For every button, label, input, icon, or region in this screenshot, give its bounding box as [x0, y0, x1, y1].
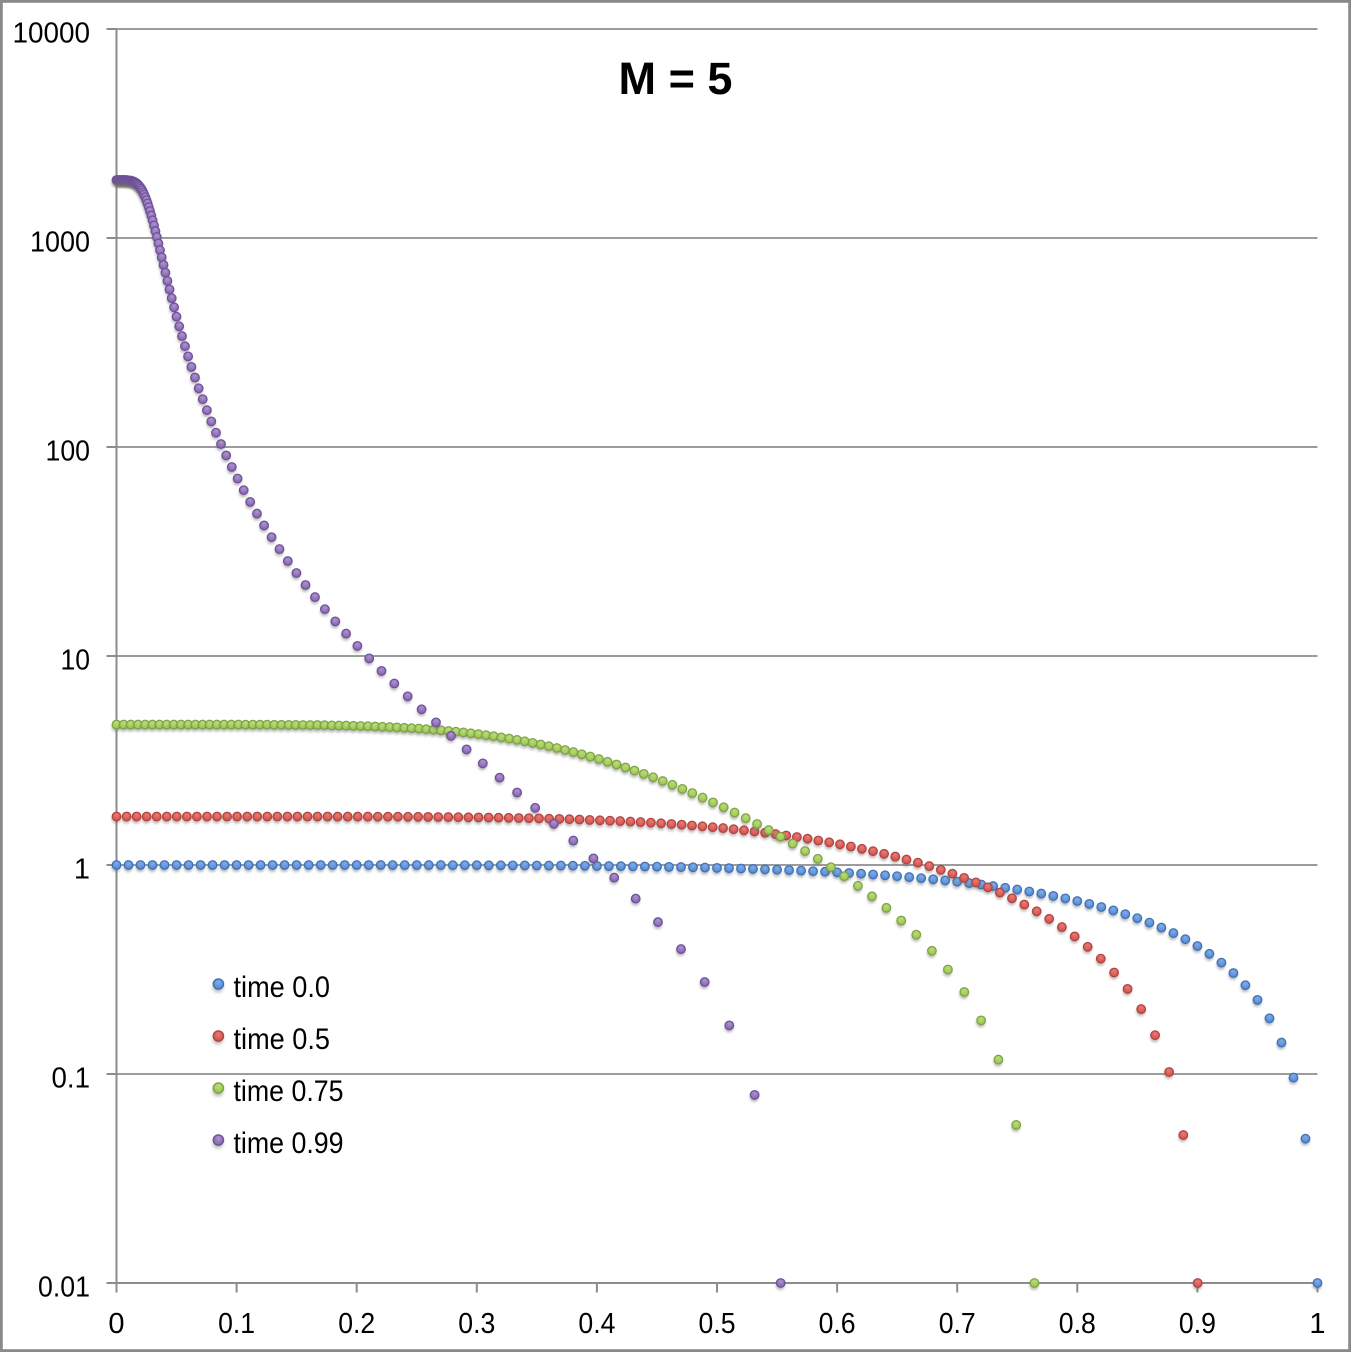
svg-text:1: 1 — [1309, 1308, 1325, 1340]
svg-text:0.7: 0.7 — [939, 1308, 976, 1340]
svg-text:0.9: 0.9 — [1179, 1308, 1216, 1340]
svg-text:0.3: 0.3 — [458, 1308, 495, 1340]
svg-text:time 0.99: time 0.99 — [234, 1127, 344, 1160]
svg-text:0.1: 0.1 — [218, 1308, 255, 1340]
svg-text:0.6: 0.6 — [819, 1308, 856, 1340]
svg-text:time 0.75: time 0.75 — [234, 1075, 344, 1108]
svg-text:100: 100 — [46, 436, 91, 468]
svg-text:0.8: 0.8 — [1059, 1308, 1096, 1340]
svg-text:0.1: 0.1 — [52, 1063, 91, 1095]
svg-text:10: 10 — [61, 645, 91, 677]
svg-text:0.01: 0.01 — [38, 1272, 90, 1304]
svg-text:10000: 10000 — [13, 18, 91, 50]
svg-text:0.4: 0.4 — [578, 1308, 615, 1340]
svg-text:0.2: 0.2 — [338, 1308, 375, 1340]
svg-text:1000: 1000 — [30, 227, 90, 259]
svg-text:1: 1 — [74, 854, 90, 886]
svg-text:time 0.0: time 0.0 — [234, 971, 331, 1004]
svg-text:time 0.5: time 0.5 — [234, 1023, 331, 1056]
svg-text:M = 5: M = 5 — [619, 53, 733, 104]
svg-text:0: 0 — [108, 1308, 124, 1340]
svg-text:0.5: 0.5 — [699, 1308, 736, 1340]
